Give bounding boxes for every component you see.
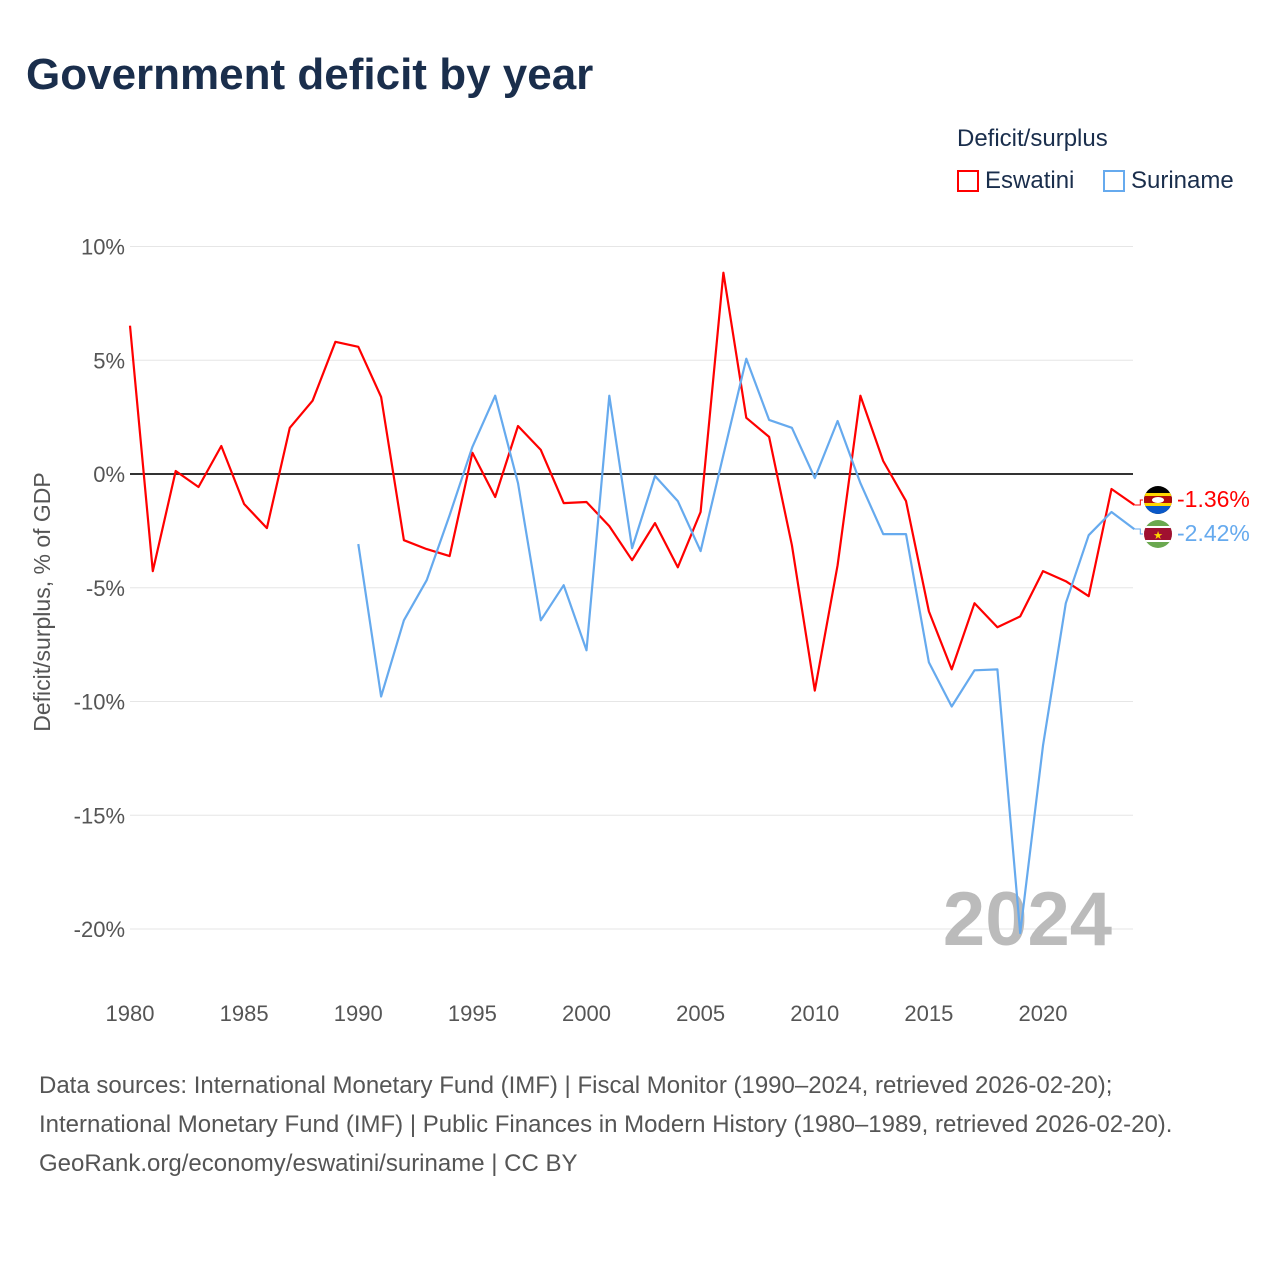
chart-title: Government deficit by year — [26, 50, 594, 99]
x-tick-label: 2000 — [562, 1001, 611, 1026]
end-label-suriname: -2.42% — [1177, 520, 1250, 546]
x-tick-label: 1980 — [106, 1001, 155, 1026]
end-label-connector — [1134, 528, 1143, 535]
y-tick-label: -5% — [86, 576, 125, 601]
legend-title: Deficit/surplus — [957, 125, 1108, 152]
plot-area: 10% 5% 0% -5% -10% -15% -20% 1980 1985 1990 1995 20… — [29, 235, 1250, 1027]
y-tick-label: -10% — [74, 690, 125, 715]
x-tick-label: 2015 — [904, 1001, 953, 1026]
legend-item-suriname[interactable]: Suriname — [1103, 167, 1234, 195]
x-tick-label: 1985 — [220, 1001, 269, 1026]
y-tick-label: 0% — [93, 462, 125, 487]
y-axis-label: Deficit/surplus, % of GDP — [29, 472, 55, 731]
y-tick-label: -15% — [74, 803, 125, 828]
y-tick-label: 10% — [81, 235, 125, 260]
svg-text:★: ★ — [1153, 530, 1163, 542]
eswatini-flag-icon — [1144, 486, 1172, 514]
series-line-eswatini — [128, 271, 1135, 692]
source-link[interactable]: GeoRank.org/economy/eswatini/suriname | … — [39, 1150, 578, 1177]
x-tick-label: 2010 — [790, 1001, 839, 1026]
end-label-connector — [1134, 499, 1143, 506]
x-tick-label: 1995 — [448, 1001, 497, 1026]
source-note: Data sources: International Monetary Fun… — [39, 1066, 1239, 1183]
suriname-flag-icon: ★ — [1144, 520, 1172, 548]
legend-label: Suriname — [1131, 167, 1234, 194]
y-tick-label: -20% — [74, 917, 125, 942]
y-tick-label: 5% — [93, 348, 125, 373]
year-watermark: 2024 — [943, 877, 1112, 962]
legend-swatch — [1103, 170, 1125, 192]
legend-swatch — [957, 170, 979, 192]
source-text: Data sources: International Monetary Fun… — [39, 1072, 1173, 1138]
legend-label: Eswatini — [985, 167, 1075, 194]
x-tick-label: 1990 — [334, 1001, 383, 1026]
end-label-eswatini: -1.36% — [1177, 486, 1250, 512]
x-tick-label: 2005 — [676, 1001, 725, 1026]
legend-item-eswatini[interactable]: Eswatini — [957, 167, 1074, 195]
series-line-suriname — [357, 357, 1135, 935]
x-tick-label: 2020 — [1019, 1001, 1068, 1026]
